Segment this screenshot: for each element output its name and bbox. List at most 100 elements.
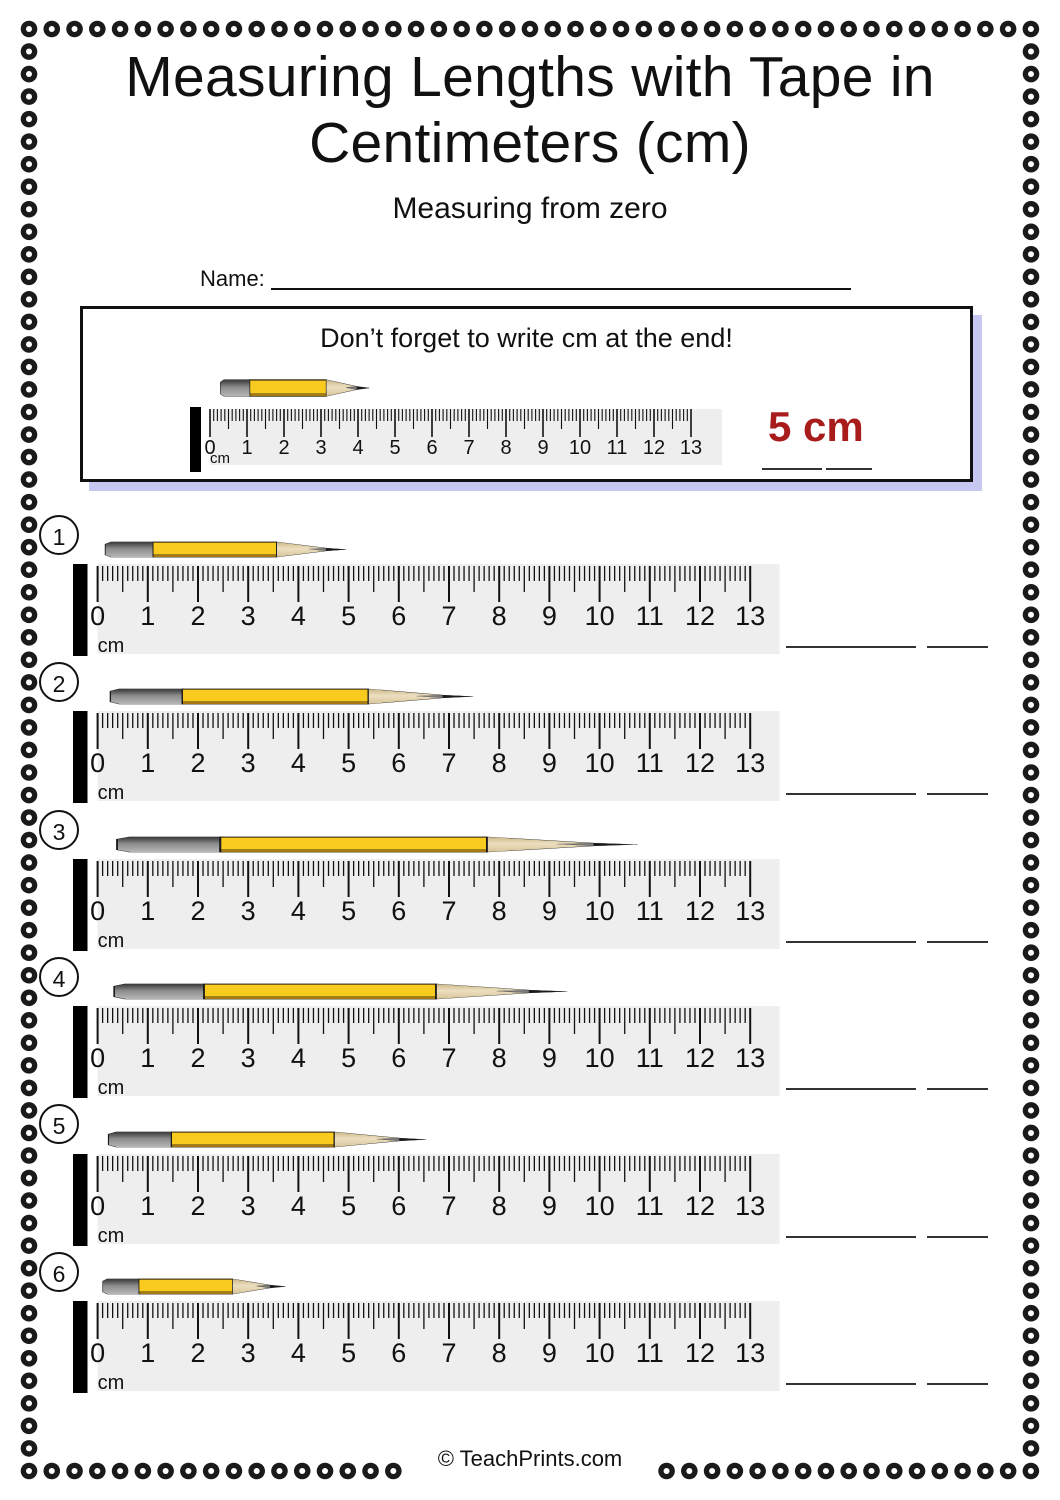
svg-text:12: 12: [685, 1338, 715, 1368]
svg-text:3: 3: [241, 1191, 256, 1221]
svg-text:0: 0: [90, 1338, 105, 1368]
svg-text:0: 0: [90, 601, 105, 631]
svg-text:4: 4: [352, 437, 363, 459]
svg-text:cm: cm: [98, 782, 125, 803]
svg-text:4: 4: [291, 748, 306, 778]
svg-text:13: 13: [735, 601, 765, 631]
svg-text:3: 3: [241, 1043, 256, 1073]
svg-text:11: 11: [636, 1338, 664, 1368]
svg-text:7: 7: [441, 601, 456, 631]
svg-text:8: 8: [500, 437, 511, 459]
svg-text:cm: cm: [98, 930, 125, 951]
svg-text:1: 1: [140, 896, 155, 926]
svg-text:5: 5: [341, 601, 356, 631]
svg-text:2: 2: [278, 437, 289, 459]
svg-text:6: 6: [391, 1338, 406, 1368]
svg-text:6: 6: [391, 601, 406, 631]
svg-text:4: 4: [291, 1191, 306, 1221]
svg-text:3: 3: [241, 896, 256, 926]
svg-text:8: 8: [492, 1191, 507, 1221]
svg-text:9: 9: [537, 437, 548, 459]
svg-text:4: 4: [291, 1043, 306, 1073]
svg-text:11: 11: [636, 896, 664, 926]
svg-text:9: 9: [542, 1043, 557, 1073]
svg-text:7: 7: [463, 437, 474, 459]
svg-text:9: 9: [542, 896, 557, 926]
svg-text:2: 2: [190, 748, 205, 778]
svg-text:0: 0: [90, 748, 105, 778]
svg-text:cm: cm: [98, 1372, 125, 1393]
svg-text:10: 10: [569, 437, 591, 459]
svg-text:5: 5: [341, 748, 356, 778]
svg-text:8: 8: [492, 601, 507, 631]
svg-text:8: 8: [492, 748, 507, 778]
svg-text:3: 3: [241, 748, 256, 778]
svg-text:2: 2: [190, 1338, 205, 1368]
svg-text:6: 6: [391, 1043, 406, 1073]
svg-text:cm: cm: [210, 450, 230, 467]
svg-text:cm: cm: [98, 1077, 125, 1098]
svg-text:12: 12: [685, 748, 715, 778]
svg-text:10: 10: [585, 601, 615, 631]
svg-text:9: 9: [542, 1191, 557, 1221]
svg-text:6: 6: [391, 1191, 406, 1221]
svg-text:5: 5: [341, 1043, 356, 1073]
svg-text:7: 7: [441, 1043, 456, 1073]
svg-text:1: 1: [140, 1338, 155, 1368]
svg-text:1: 1: [140, 1191, 155, 1221]
svg-text:6: 6: [391, 748, 406, 778]
svg-text:10: 10: [585, 1043, 615, 1073]
svg-text:9: 9: [542, 748, 557, 778]
svg-text:12: 12: [685, 896, 715, 926]
svg-text:cm: cm: [98, 1225, 125, 1246]
svg-text:cm: cm: [98, 635, 125, 656]
svg-text:1: 1: [241, 437, 252, 459]
svg-text:12: 12: [685, 601, 715, 631]
svg-text:3: 3: [315, 437, 326, 459]
svg-text:10: 10: [585, 748, 615, 778]
svg-text:0: 0: [90, 896, 105, 926]
svg-text:13: 13: [735, 896, 765, 926]
svg-text:11: 11: [636, 601, 664, 631]
svg-text:9: 9: [542, 1338, 557, 1368]
svg-text:4: 4: [291, 601, 306, 631]
svg-text:2: 2: [190, 1191, 205, 1221]
svg-text:3: 3: [241, 601, 256, 631]
svg-text:10: 10: [585, 896, 615, 926]
svg-text:13: 13: [735, 1191, 765, 1221]
svg-text:13: 13: [735, 1043, 765, 1073]
svg-text:7: 7: [441, 1338, 456, 1368]
svg-text:7: 7: [441, 1191, 456, 1221]
svg-text:2: 2: [190, 1043, 205, 1073]
svg-text:4: 4: [291, 896, 306, 926]
svg-text:8: 8: [492, 1043, 507, 1073]
svg-text:13: 13: [735, 748, 765, 778]
svg-text:6: 6: [391, 896, 406, 926]
svg-text:12: 12: [643, 437, 665, 459]
svg-text:12: 12: [685, 1043, 715, 1073]
svg-text:10: 10: [585, 1338, 615, 1368]
svg-text:1: 1: [140, 748, 155, 778]
svg-text:6: 6: [426, 437, 437, 459]
svg-text:3: 3: [241, 1338, 256, 1368]
svg-text:4: 4: [291, 1338, 306, 1368]
svg-text:5: 5: [341, 1338, 356, 1368]
svg-text:13: 13: [735, 1338, 765, 1368]
svg-text:8: 8: [492, 896, 507, 926]
svg-text:9: 9: [542, 601, 557, 631]
svg-text:11: 11: [636, 1043, 664, 1073]
svg-text:5: 5: [341, 1191, 356, 1221]
svg-text:12: 12: [685, 1191, 715, 1221]
svg-text:1: 1: [140, 1043, 155, 1073]
svg-text:5: 5: [341, 896, 356, 926]
svg-text:1: 1: [140, 601, 155, 631]
svg-text:10: 10: [585, 1191, 615, 1221]
svg-text:7: 7: [441, 748, 456, 778]
svg-text:13: 13: [680, 437, 702, 459]
svg-text:11: 11: [636, 748, 664, 778]
svg-text:2: 2: [190, 601, 205, 631]
svg-text:8: 8: [492, 1338, 507, 1368]
svg-text:7: 7: [441, 896, 456, 926]
svg-text:11: 11: [636, 1191, 664, 1221]
svg-text:2: 2: [190, 896, 205, 926]
